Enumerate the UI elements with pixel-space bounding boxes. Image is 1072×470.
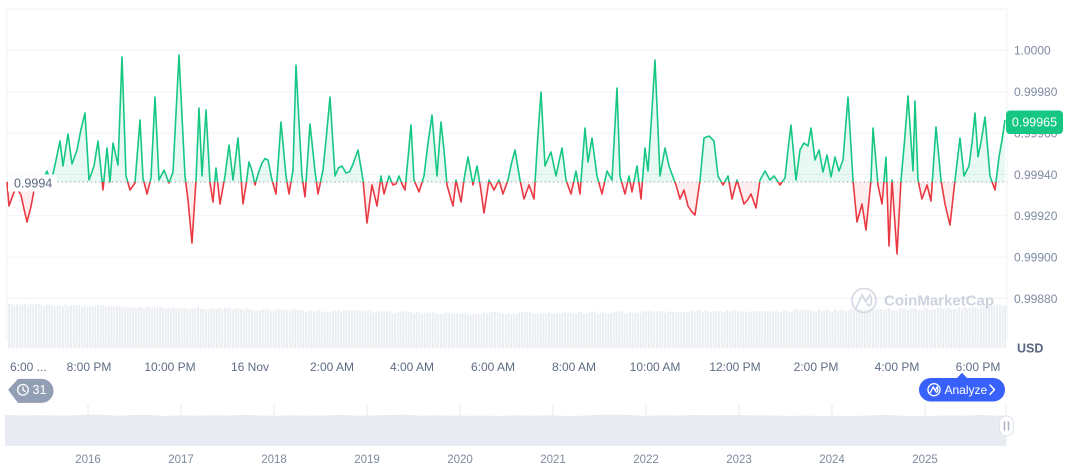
svg-text:0.99880: 0.99880 bbox=[1014, 292, 1058, 306]
svg-text:12:00 PM: 12:00 PM bbox=[709, 360, 760, 374]
svg-text:0.99940: 0.99940 bbox=[1014, 168, 1058, 182]
svg-text:4:00 PM: 4:00 PM bbox=[875, 360, 920, 374]
svg-text:31: 31 bbox=[33, 383, 47, 397]
svg-text:Analyze: Analyze bbox=[945, 383, 988, 397]
svg-text:2:00 PM: 2:00 PM bbox=[794, 360, 839, 374]
svg-text:0.9994: 0.9994 bbox=[14, 177, 52, 191]
svg-text:4:00 AM: 4:00 AM bbox=[390, 360, 434, 374]
svg-text:1.0000: 1.0000 bbox=[1014, 44, 1051, 58]
svg-text:2021: 2021 bbox=[540, 454, 566, 466]
svg-text:2019: 2019 bbox=[354, 454, 380, 466]
svg-text:0.99965: 0.99965 bbox=[1012, 116, 1057, 130]
svg-text:6:00 AM: 6:00 AM bbox=[471, 360, 515, 374]
svg-text:USD: USD bbox=[1017, 342, 1043, 356]
svg-text:0.99980: 0.99980 bbox=[1014, 85, 1058, 99]
svg-text:CoinMarketCap: CoinMarketCap bbox=[884, 293, 994, 310]
svg-text:2020: 2020 bbox=[447, 454, 473, 466]
svg-text:10:00 AM: 10:00 AM bbox=[630, 360, 681, 374]
svg-text:2016: 2016 bbox=[75, 454, 101, 466]
svg-text:0.99900: 0.99900 bbox=[1014, 251, 1058, 265]
svg-text:8:00 PM: 8:00 PM bbox=[67, 360, 112, 374]
svg-text:16 Nov: 16 Nov bbox=[231, 360, 269, 374]
svg-text:8:00 AM: 8:00 AM bbox=[552, 360, 596, 374]
svg-text:2022: 2022 bbox=[633, 454, 659, 466]
svg-text:0.99920: 0.99920 bbox=[1014, 209, 1058, 223]
svg-text:6:00 ...: 6:00 ... bbox=[10, 360, 47, 374]
svg-text:2018: 2018 bbox=[261, 454, 287, 466]
svg-text:2017: 2017 bbox=[168, 454, 194, 466]
svg-text:2:00 AM: 2:00 AM bbox=[310, 360, 354, 374]
svg-text:2025: 2025 bbox=[912, 454, 938, 466]
svg-text:6:00 PM: 6:00 PM bbox=[956, 360, 1001, 374]
svg-text:10:00 PM: 10:00 PM bbox=[144, 360, 195, 374]
svg-text:2024: 2024 bbox=[819, 454, 845, 466]
svg-text:2023: 2023 bbox=[726, 454, 752, 466]
